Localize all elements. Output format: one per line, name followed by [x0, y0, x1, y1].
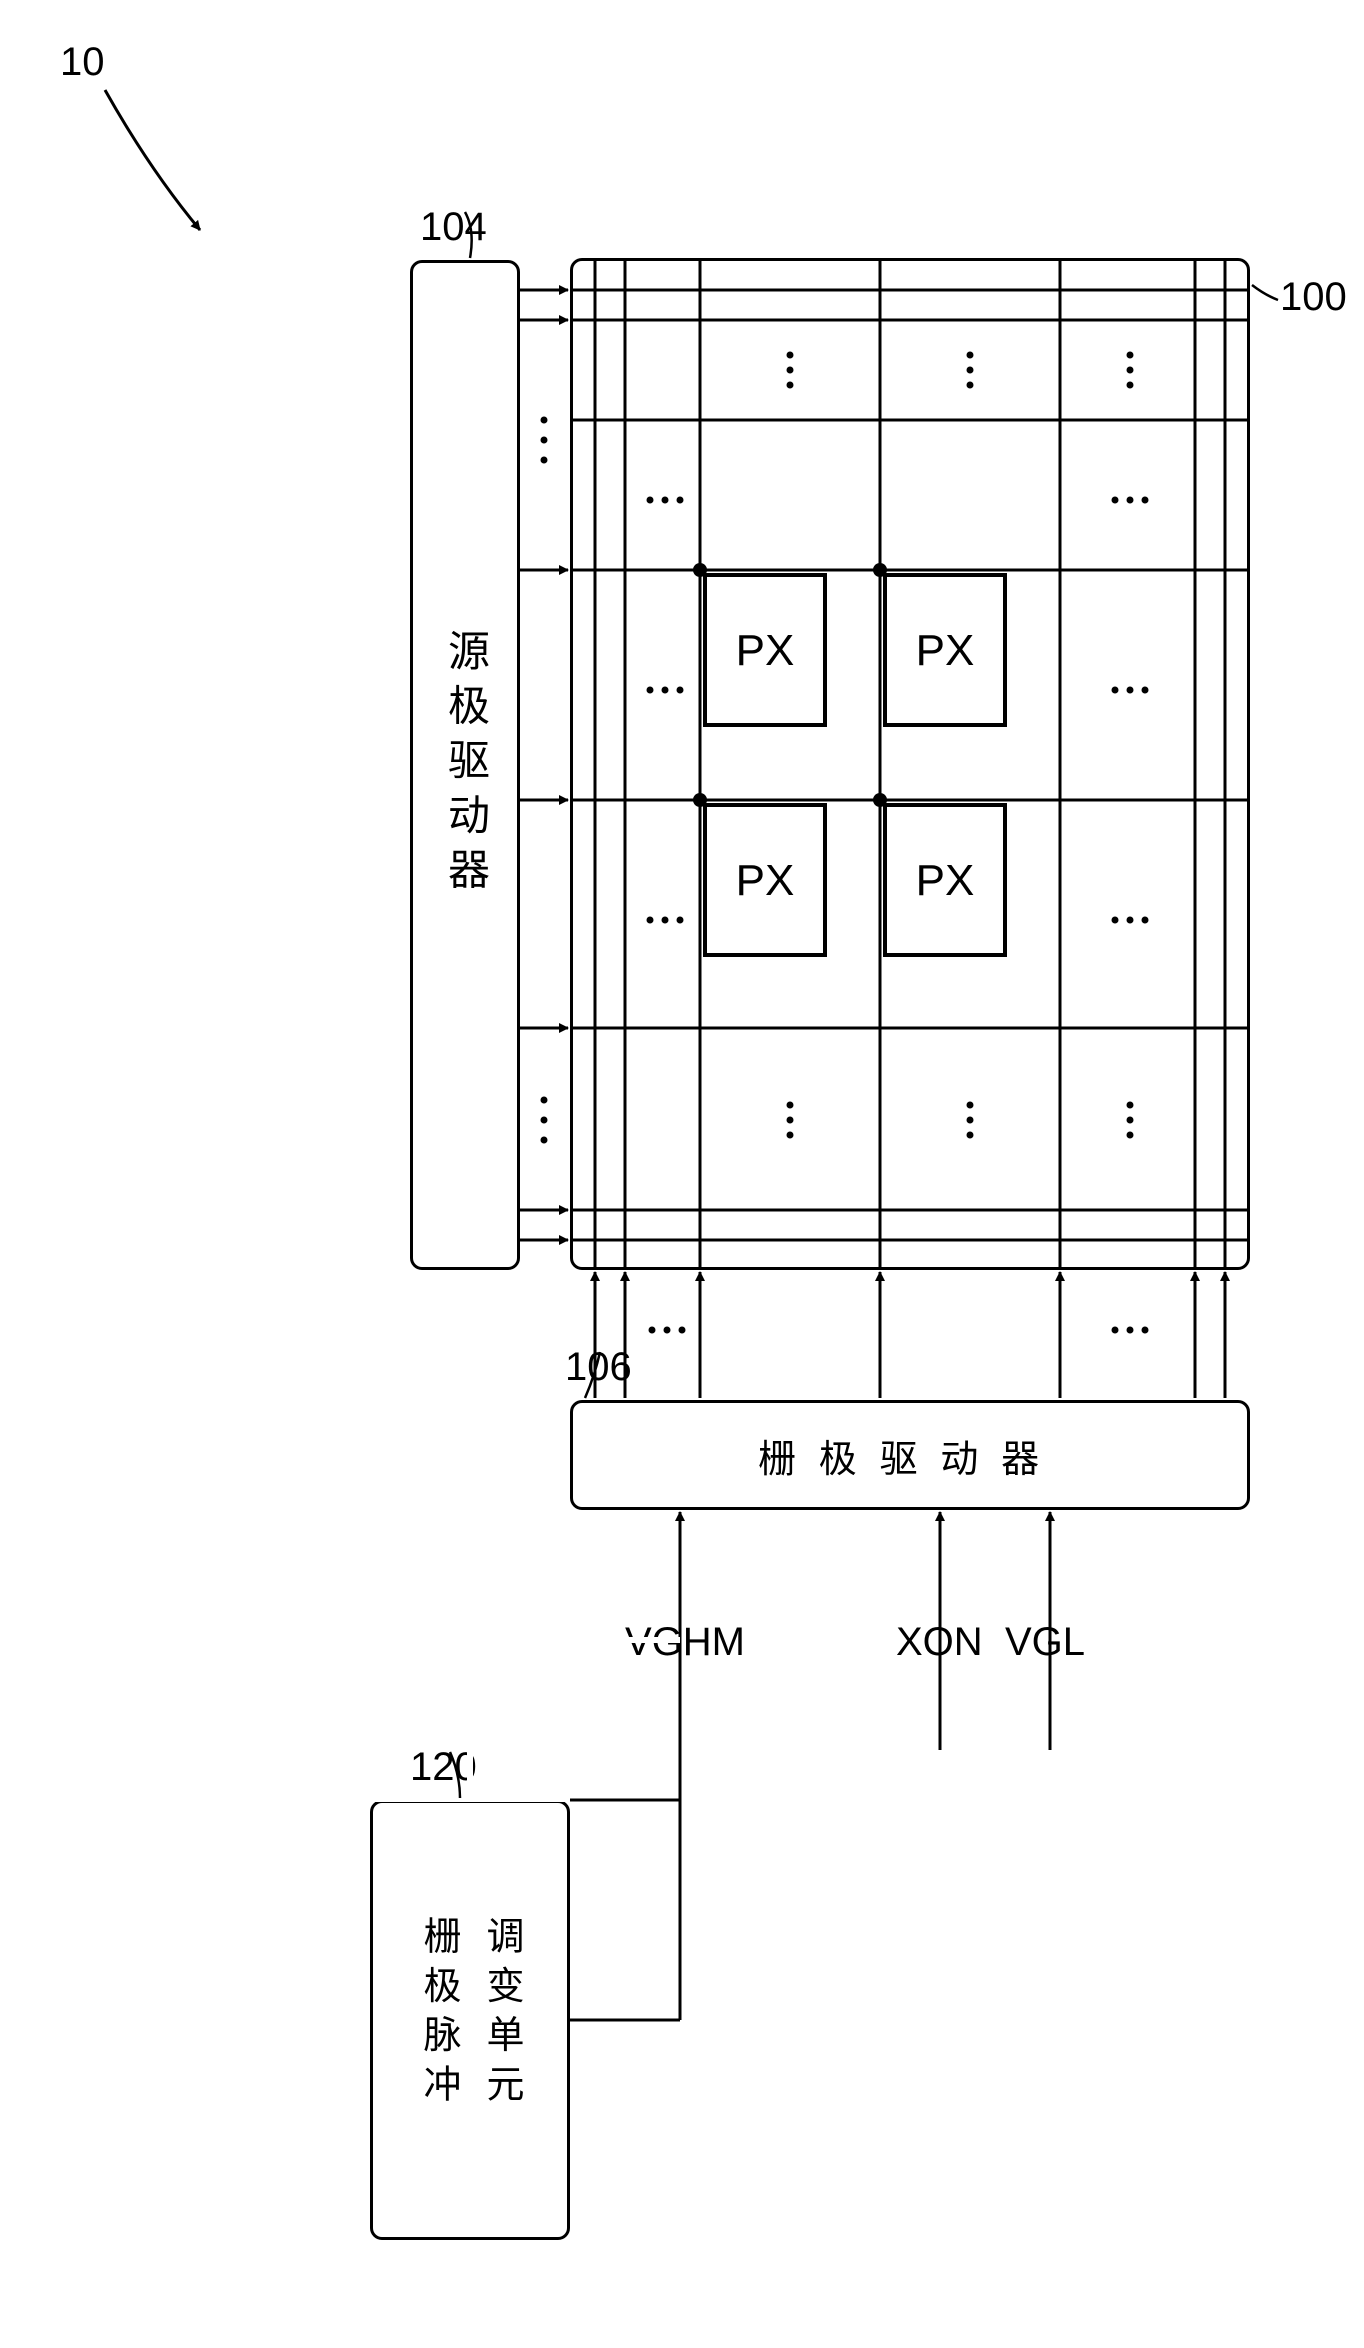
gate-driver-label: 栅极驱动器: [758, 1428, 1062, 1483]
figure-ref-text: 10: [60, 40, 105, 84]
gpm-unit-block: 栅极脉冲调变单元: [370, 1800, 570, 2240]
gate-driver-ref: 106: [565, 1345, 632, 1390]
source-driver-ref-text: 104: [420, 205, 487, 249]
gpm-col2: 调变单元: [474, 1916, 529, 2114]
xon-label: XON: [896, 1620, 983, 1665]
panel-ref-text: 100: [1280, 275, 1347, 319]
pixel-label: PX: [736, 625, 795, 675]
gpm-unit-ref-text: 120: [410, 1745, 477, 1789]
gate-driver-ref-text: 106: [565, 1345, 632, 1389]
vgl-text: VGL: [1005, 1620, 1085, 1664]
pixel-box: PX: [885, 805, 1005, 955]
panel-ref: 100: [1280, 275, 1347, 320]
gate-driver-block: 栅极驱动器: [570, 1400, 1250, 1510]
figure-ref: 10: [60, 40, 105, 85]
pixel-label: PX: [736, 855, 795, 905]
gpm-unit-label: 栅极脉冲调变单元: [407, 1916, 533, 2124]
pixel-box: PX: [705, 575, 825, 725]
vghm-label: VGHM: [625, 1620, 745, 1665]
source-driver-label: 源极驱动器: [435, 629, 496, 902]
pixel-label: PX: [916, 855, 975, 905]
vghm-text: VGHM: [625, 1620, 745, 1664]
pixel-label: PX: [916, 625, 975, 675]
vgl-label: VGL: [1005, 1620, 1085, 1665]
pixel-box: PX: [885, 575, 1005, 725]
source-driver-ref: 104: [420, 205, 487, 250]
gpm-unit-ref: 120: [410, 1745, 477, 1790]
xon-text: XON: [896, 1620, 983, 1664]
panel-block: [570, 258, 1250, 1270]
pixel-box: PX: [705, 805, 825, 955]
source-driver-block: 源极驱动器: [410, 260, 520, 1270]
gpm-col1: 栅极脉冲: [411, 1916, 466, 2114]
